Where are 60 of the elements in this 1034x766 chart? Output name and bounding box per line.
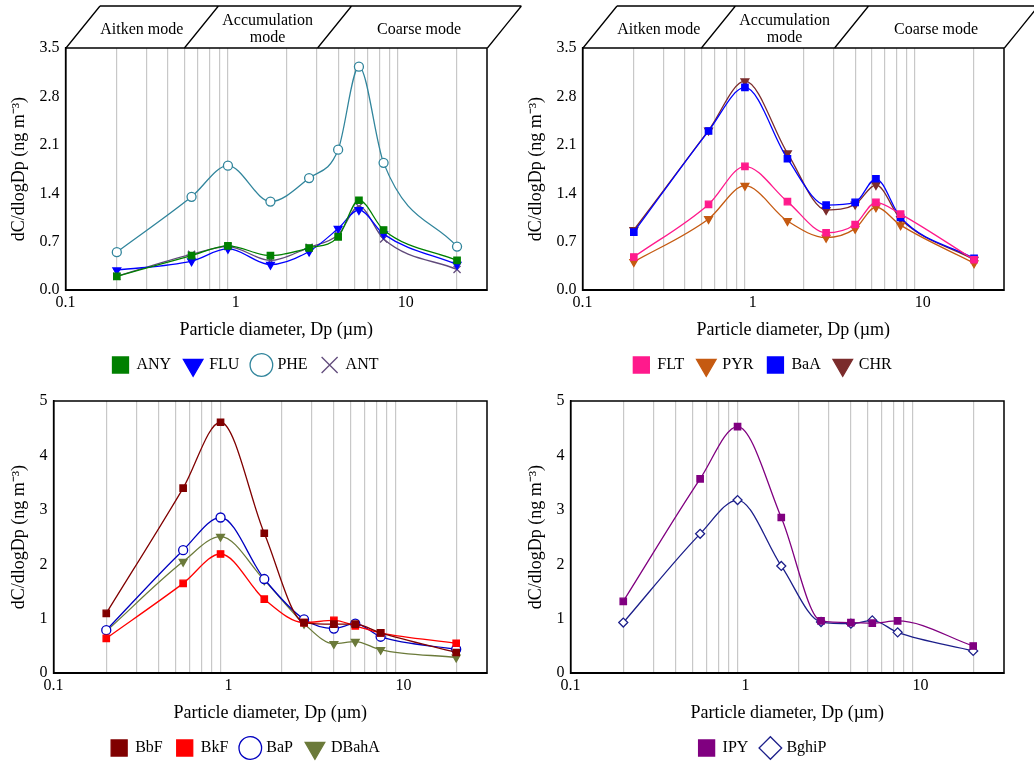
y-tick-label: 3.5 (556, 38, 577, 56)
legend-label: DBahA (330, 738, 381, 756)
legend-label: BkF (200, 738, 229, 756)
y-tick-label: 0.7 (39, 231, 60, 249)
y-tick-label: 4 (39, 445, 48, 463)
x-tick-label: 1 (748, 293, 757, 310)
x-tick-label: 10 (914, 293, 931, 310)
y-tick-label: 5 (556, 391, 565, 409)
legend-label: PHE (277, 355, 308, 373)
y-axis-title: dC/dlogDp (ng m⁻³) (524, 96, 546, 242)
y-tick-label: 4 (556, 445, 565, 463)
legend-label: BghiP (786, 738, 827, 757)
y-tick-label: 1 (556, 608, 565, 626)
text: Aitken mode (99, 18, 185, 39)
text: Accumulation mode (221, 10, 314, 47)
legend-label: FLU (209, 355, 240, 373)
y-tick-label: 1.4 (39, 183, 60, 201)
y-axis-title: dC/dlogDp (ng m⁻³) (7, 96, 29, 242)
x-tick-label: 10 (395, 676, 412, 693)
y-tick-label: 2 (39, 554, 48, 572)
y-tick-label: 2.8 (39, 86, 60, 104)
x-tick-label: 1 (224, 676, 233, 693)
x-axis-title: Particle diameter, Dp (µm) (173, 701, 368, 723)
x-tick-label: 1 (741, 676, 750, 693)
x-axis-title: Particle diameter, Dp (µm) (179, 318, 374, 340)
legend-label: BaP (266, 738, 294, 756)
x-tick-label: 0.1 (43, 676, 64, 693)
y-tick-label: 5 (39, 391, 48, 409)
y-axis-title: dC/dlogDp (ng m⁻³) (524, 464, 546, 610)
y-tick-label: 2 (556, 554, 565, 572)
x-tick-label: 10 (397, 293, 414, 310)
legend-label: FLT (657, 355, 685, 373)
legend-label: BbF (135, 738, 163, 756)
text: Coarse mode (376, 18, 463, 39)
y-axis-title: dC/dlogDp (ng m⁻³) (7, 464, 29, 610)
text: Aitken mode (616, 18, 702, 39)
y-tick-label: 2.1 (39, 135, 60, 153)
legend-label: CHR (858, 355, 892, 373)
y-tick-label: 2.1 (556, 135, 577, 153)
x-axis-title: Particle diameter, Dp (µm) (690, 701, 885, 723)
y-tick-label: 2.8 (556, 86, 577, 104)
y-tick-label: 3 (39, 500, 48, 518)
text: Accumulation mode (738, 10, 831, 47)
legend-label: BaA (791, 355, 822, 373)
x-tick-label: 10 (912, 676, 929, 693)
y-tick-label: 3 (556, 500, 565, 518)
legend-label: ANT (345, 355, 379, 373)
y-tick-label: 0.7 (556, 231, 577, 249)
x-tick-label: 1 (231, 293, 240, 310)
x-tick-label: 0.1 (560, 676, 581, 693)
x-axis-title: Particle diameter, Dp (µm) (696, 318, 891, 340)
y-tick-label: 1 (39, 608, 48, 626)
legend-label: IPY (722, 738, 749, 756)
text: Coarse mode (893, 18, 980, 39)
y-tick-label: 1.4 (556, 183, 577, 201)
x-tick-label: 0.1 (55, 293, 76, 310)
legend-label: ANY (136, 355, 172, 373)
legend-label: PYR (722, 355, 754, 373)
y-tick-label: 3.5 (39, 38, 60, 56)
x-tick-label: 0.1 (572, 293, 593, 310)
